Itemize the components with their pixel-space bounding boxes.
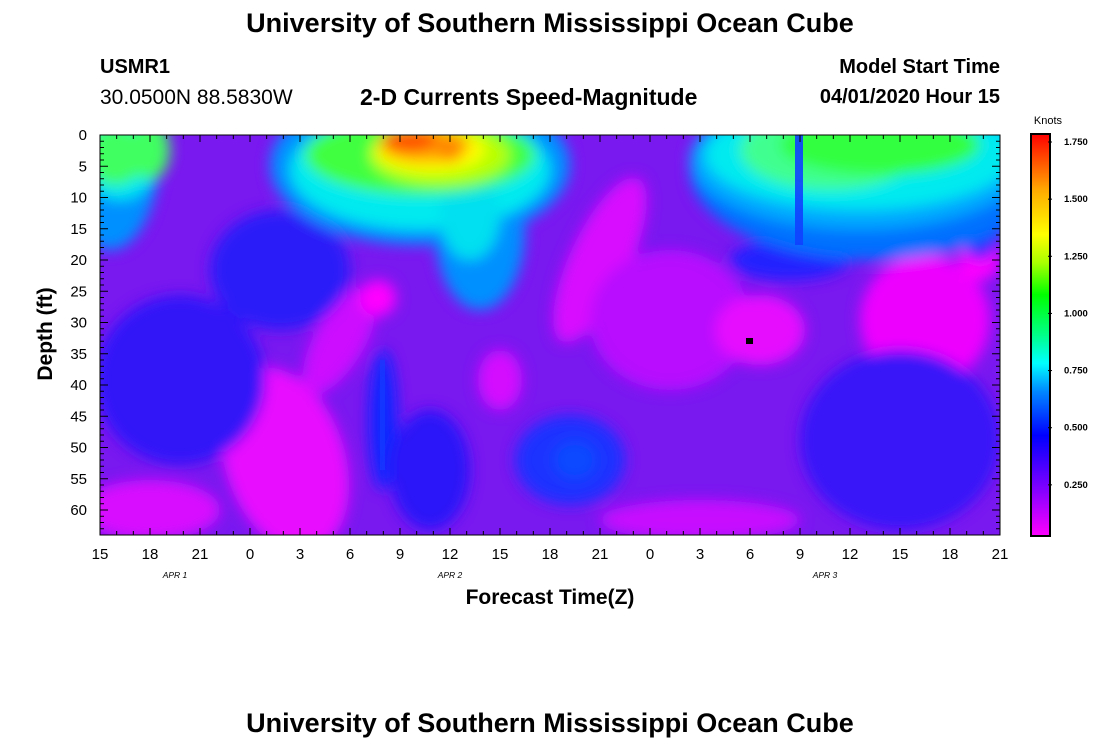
y-tick-label: 30 [70,315,87,332]
colorbar-tick-label: 0.750 [1064,366,1088,377]
x-tick-label: 18 [542,546,559,563]
x-tick-label: 9 [796,546,804,563]
x-tick-label: 6 [746,546,754,563]
y-axis-label: Depth (ft) [34,287,57,380]
model-start-value: 04/01/2020 Hour 15 [819,86,1000,108]
page-title: University of Southern Mississippi Ocean… [246,8,854,38]
x-tick-label: 6 [346,546,354,563]
y-tick-label: 25 [70,283,87,300]
colorbar-unit-label: Knots [1034,115,1063,127]
y-tick-label: 0 [79,127,87,144]
heatmap-streak [380,360,385,470]
y-tick-label: 55 [70,471,87,488]
footer-title: University of Southern Mississippi Ocean… [246,708,854,738]
x-tick-label: 21 [592,546,609,563]
x-tick-label: 0 [246,546,254,563]
x-axis-label: Forecast Time(Z) [466,586,635,609]
x-day-label: APR 1 [162,570,188,580]
y-tick-label: 60 [70,502,87,519]
x-tick-label: 21 [992,546,1009,563]
y-tick-label: 15 [70,221,87,238]
y-tick-label: 20 [70,252,87,269]
colorbar-tick-label: 1.250 [1064,251,1088,262]
model-start-label: Model Start Time [839,56,1000,78]
colorbar-tick-label: 1.500 [1064,194,1088,205]
colorbar-tick-label: 0.250 [1064,480,1088,491]
chart-subtitle: 2-D Currents Speed-Magnitude [360,84,698,110]
x-tick-label: 0 [646,546,654,563]
heatmap-field [100,135,1000,535]
x-day-label: APR 3 [812,570,838,580]
x-tick-label: 9 [396,546,404,563]
x-tick-label: 21 [192,546,209,563]
heatmap-streak [795,135,803,245]
colorbar-gradient [1030,133,1051,537]
colorbar: Knots 1.750 1.500 1.250 1.000 0.750 0.500 0.25… [1030,115,1088,537]
y-axis: 0 5 10 15 20 25 30 35 40 45 50 55 60 [70,127,1000,536]
station-coordinates: 30.0500N 88.5830W [100,86,293,109]
heatmap-blobs [100,135,1000,535]
missing-data-marker [746,338,753,344]
y-tick-label: 10 [70,190,87,207]
x-tick-label: 15 [92,546,109,563]
y-tick-label: 40 [70,377,87,394]
x-tick-label: 3 [696,546,704,563]
y-tick-label: 45 [70,408,87,425]
x-tick-label: 15 [492,546,509,563]
x-axis: 15 18 21 0 3 6 9 12 15 18 21 0 3 6 9 12 15 18 21 APR 1 APR 2… [92,135,1009,580]
colorbar-tick-label: 1.000 [1064,308,1088,319]
y-tick-label: 5 [79,158,87,175]
colorbar-tick-label: 0.500 [1064,423,1088,434]
x-day-label: APR 2 [437,570,463,580]
x-tick-label: 12 [442,546,459,563]
y-tick-label: 50 [70,440,87,457]
colorbar-tick-label: 1.750 [1064,137,1088,148]
x-tick-label: 18 [942,546,959,563]
x-tick-label: 12 [842,546,859,563]
x-tick-label: 3 [296,546,304,563]
station-id: USMR1 [100,56,171,78]
y-tick-label: 35 [70,346,87,363]
x-tick-label: 15 [892,546,909,563]
x-tick-label: 18 [142,546,159,563]
